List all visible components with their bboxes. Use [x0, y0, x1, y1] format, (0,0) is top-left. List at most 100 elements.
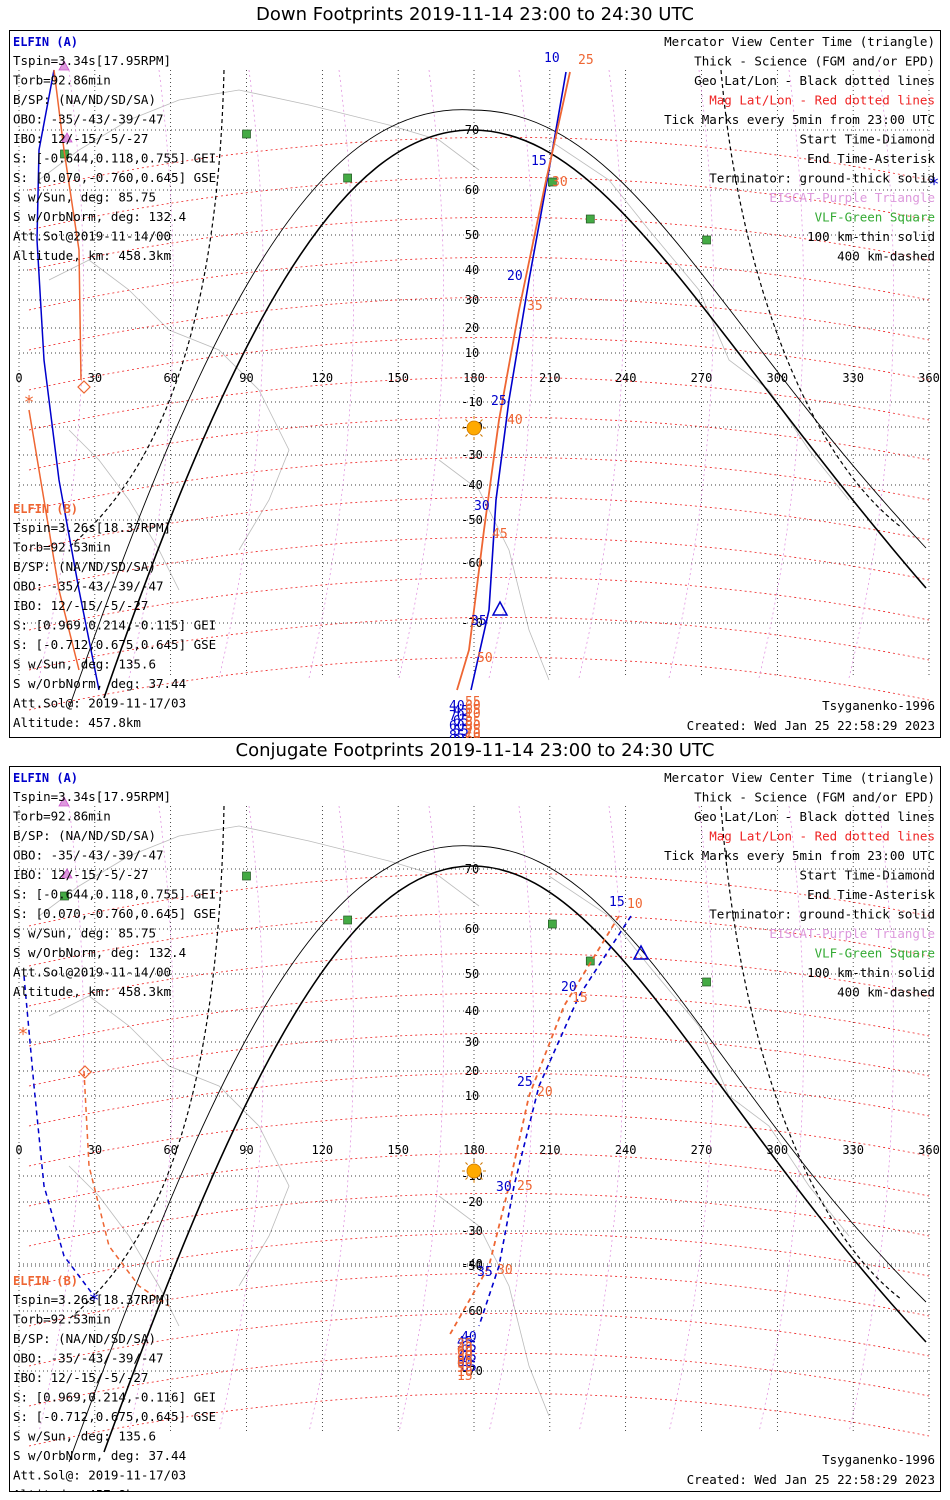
- sat-a-info-line: S: [-0.644,0.118,0.755] GEI: [13, 887, 216, 902]
- end-time-asterisk: *: [18, 1024, 29, 1045]
- lat-tick-label: 20: [465, 321, 479, 335]
- mag-meridian: [488, 805, 534, 1433]
- vlf-station-marker: [242, 129, 251, 139]
- legend-entry: Terminator: ground-thick solid: [709, 171, 935, 186]
- track-a-tick-label: 15: [531, 154, 547, 169]
- track-a-tick-label: 20: [561, 980, 577, 995]
- lon-tick-label: 90: [239, 371, 253, 385]
- track-a-tick-label: 70: [449, 709, 465, 724]
- track-a-tick-label: 80: [457, 1355, 473, 1370]
- sun-ray: [465, 1162, 468, 1165]
- track-b: [448, 915, 620, 1337]
- track-b-tick-label: 15: [572, 991, 588, 1006]
- terminator-ground: [103, 865, 927, 1453]
- legend-entry: Start Time-Diamond: [800, 132, 935, 147]
- track-b-tick-label: 5: [465, 711, 473, 726]
- lon-tick-label: 0: [15, 1143, 22, 1157]
- view-center-triangle: [491, 600, 509, 616]
- lon-tick-label: 270: [691, 1143, 713, 1157]
- eiscat-triangle: [61, 868, 73, 879]
- lat-tick-label: 60: [465, 183, 479, 197]
- track-b-tick-label: 55: [465, 695, 481, 710]
- sun-ray: [480, 434, 483, 437]
- lon-tick-label: 210: [539, 371, 561, 385]
- lon-tick-label: 180: [463, 1143, 485, 1157]
- lon-tick-label: 210: [539, 1143, 561, 1157]
- created-timestamp: Created: Wed Jan 25 22:58:29 2023: [687, 718, 935, 733]
- sat-b-info-line: S: [-0.712,0.675,0.645] GSE: [13, 637, 216, 652]
- panel-title-conjugate: Conjugate Footprints 2019-11-14 23:00 to…: [235, 740, 715, 761]
- sat-b-info-line: Tspin=3.26s[18.37RPM]: [13, 1292, 171, 1307]
- track-a: [478, 915, 632, 1327]
- track-b-tick-label: 60: [465, 731, 481, 738]
- track-b-left-south: [28, 409, 80, 671]
- lat-tick-label: -30: [461, 1224, 483, 1238]
- sat-b-info-line: Att.Sol@: 2019-11-17/03: [13, 696, 186, 711]
- track-a-tick-label: 10: [544, 51, 560, 66]
- lat-tick-label: 50: [465, 228, 479, 242]
- track-b-tick-label: 65: [465, 703, 481, 718]
- track-a-tick-label: 45: [453, 704, 469, 719]
- sat-a-info-line: S: [0.070,-0.760,0.645] GSE: [13, 170, 216, 185]
- track-a-tick-label: 65: [461, 1340, 477, 1355]
- track-b-tick-label: 10: [457, 1365, 473, 1380]
- sun-ray: [465, 419, 468, 422]
- track-a-tick-label: 30: [474, 499, 490, 514]
- lon-tick-label: 330: [842, 1143, 864, 1157]
- sat-b-info-line: S w/OrbNorm, deg: 37.44: [13, 676, 186, 691]
- terminator-100km: [68, 109, 927, 709]
- lon-tick-label: 150: [387, 371, 409, 385]
- track-a-tick-label: 25: [517, 1075, 533, 1090]
- legend-entry: EISCAT-Purple Triangle: [769, 926, 935, 941]
- sat-b-info-line: S: [0.969,0.214,-0.116] GEI: [13, 1390, 216, 1405]
- lon-tick-label: 300: [766, 1143, 788, 1157]
- lat-tick-label: -40: [461, 1257, 483, 1271]
- lat-tick-label: 60: [465, 922, 479, 936]
- legend-entry: Mercator View Center Time (triangle): [664, 770, 935, 785]
- lat-tick-label: -10: [461, 395, 483, 409]
- legend-entry: VLF-Green Square: [815, 946, 935, 961]
- vlf-station-marker: [585, 214, 595, 224]
- legend-entry: Mag Lat/Lon - Red dotted lines: [709, 93, 935, 108]
- legend-entry: 400 km-dashed: [837, 249, 935, 264]
- legend-entry: Terminator: ground-thick solid: [709, 907, 935, 922]
- sun-ray: [465, 434, 468, 437]
- terminator-400km-east: [720, 805, 902, 1300]
- track-b-tick-label: 30: [552, 175, 568, 190]
- track-b-tick-label: 45: [492, 527, 508, 542]
- track-b-tick-label: 35: [527, 299, 543, 314]
- model-label: Tsyganenko-1996: [822, 1452, 935, 1467]
- eiscat-triangle: [61, 132, 73, 143]
- track-b-tick-label: 85: [457, 1353, 473, 1368]
- lon-tick-label: 330: [842, 371, 864, 385]
- sun-ray: [480, 1177, 483, 1180]
- lon-tick-label: 60: [163, 371, 177, 385]
- lat-tick-label: -60: [461, 556, 483, 570]
- sat-a-info-line: IBO: 12/-15/-5/-27: [13, 867, 148, 882]
- sun-marker: [466, 1163, 482, 1179]
- track-b-tick-label: 40: [507, 413, 523, 428]
- legend-entry: Tick Marks every 5min from 23:00 UTC: [664, 848, 935, 863]
- legend-entry: 100 km-thin solid: [807, 229, 935, 244]
- legend-entry: Thick - Science (FGM and/or EPD): [694, 790, 935, 805]
- track-a-tick-label: 75: [461, 1350, 477, 1365]
- sat-a-info-line: IBO: 12/-15/-5/-27: [13, 131, 148, 146]
- track-b: [456, 71, 571, 691]
- sat-b-info-line: S w/OrbNorm, deg: 37.44: [13, 1448, 186, 1463]
- sat-a-info-line: OBO: -35/-43/-39/-47: [13, 112, 164, 127]
- track-b-tick-label: 10: [627, 897, 643, 912]
- lat-tick-label: -20: [461, 1195, 483, 1209]
- lon-tick-label: 120: [311, 371, 333, 385]
- track-b-left: [53, 69, 82, 381]
- track-a-tick-label: 15: [609, 895, 625, 910]
- end-time-asterisk: *: [89, 1290, 100, 1311]
- sat-b-info-line: S: [-0.712,0.675,0.645] GSE: [13, 1409, 216, 1424]
- footprint-map-conjugate: 0 30 60 90 120 150 180 210 240 270 300 330 360706050…: [9, 766, 941, 1492]
- track-b-tick-label: 80: [465, 719, 481, 734]
- track-b-tick-label: 20: [537, 1085, 553, 1100]
- sat-a-info-line: Torb=92.86min: [13, 73, 111, 88]
- legend-entry: EISCAT-Purple Triangle: [769, 190, 935, 205]
- sat-a-info-line: Tspin=3.34s[17.95RPM]: [13, 53, 171, 68]
- coastline-1: [48, 995, 290, 1287]
- vlf-station-marker: [60, 891, 69, 901]
